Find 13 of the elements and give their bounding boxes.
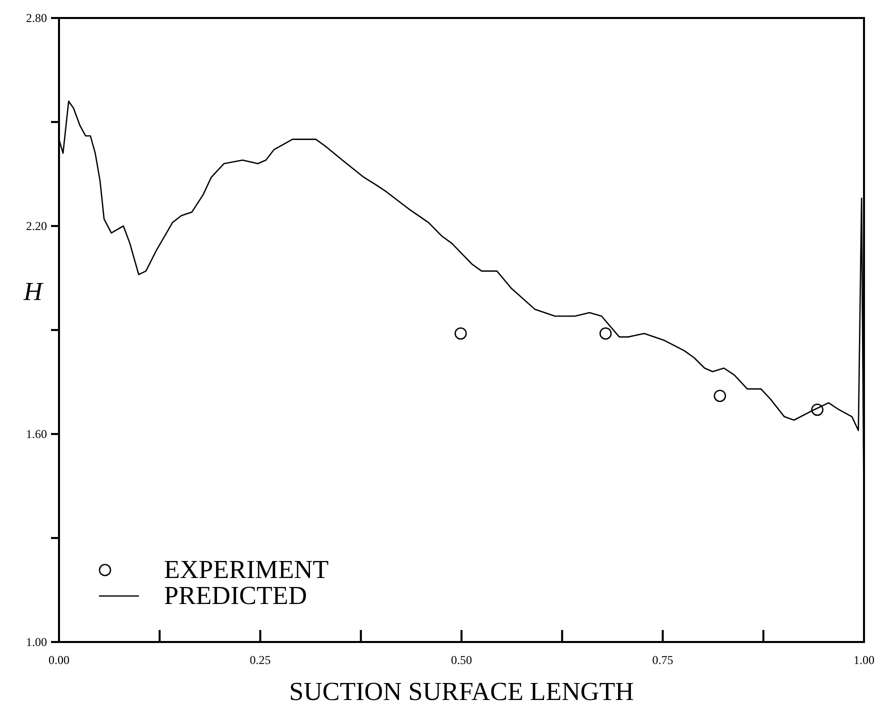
- legend-label: EXPERIMENT: [164, 555, 329, 584]
- y-tick-label: 1.60: [26, 427, 47, 442]
- x-tick-label: 0.75: [652, 653, 674, 667]
- x-tick-label: 0.50: [451, 653, 472, 667]
- y-tick-label: 1.00: [26, 635, 47, 650]
- x-tick-label: 1.00: [854, 653, 874, 667]
- x-tick-label: 0.00: [48, 653, 70, 667]
- legend-label: PREDICTED: [164, 581, 307, 610]
- x-axis-title: SUCTION SURFACE LENGTH: [289, 677, 634, 706]
- y-tick-label: 2.80: [26, 11, 47, 26]
- y-axis-title: H: [22, 277, 44, 306]
- y-tick-label: 2.20: [26, 219, 47, 234]
- x-tick-label: 0.25: [250, 653, 271, 667]
